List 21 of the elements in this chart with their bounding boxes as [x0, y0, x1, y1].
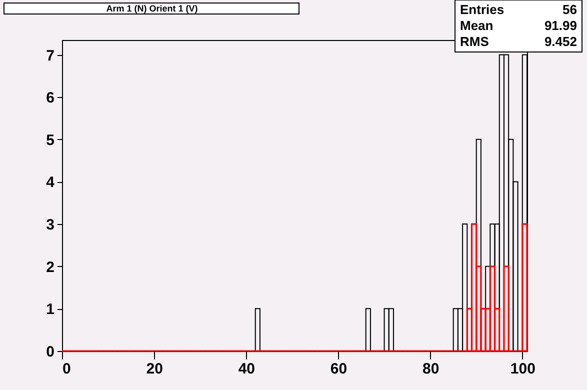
text: Entries: [460, 2, 504, 17]
x-tick-label: 20: [146, 360, 163, 378]
x-tick-label: 100: [510, 360, 536, 378]
y-tick-label: 7: [46, 47, 54, 64]
y-tick-label: 6: [46, 90, 54, 107]
text: 91.99: [544, 18, 577, 33]
annotation: RMS: [460, 34, 490, 49]
x-tick-label: 40: [238, 360, 255, 378]
y-tick-label: 5: [46, 132, 54, 149]
text: 9.452: [544, 34, 577, 49]
y-tick-label: 0: [46, 344, 54, 360]
chart-title: Arm 1 (N) Orient 1 (V): [106, 4, 198, 14]
y-tick-label: 2: [46, 258, 54, 276]
x-tick-label: 80: [422, 360, 440, 378]
y-tick-label: 1: [46, 301, 54, 318]
text: Mean: [460, 18, 494, 33]
x-tick-label: 60: [330, 360, 348, 378]
text: 56: [562, 2, 577, 17]
y-tick-label: 3: [46, 216, 54, 234]
x-tick-label: 0: [62, 360, 71, 378]
y-tick-label: 4: [46, 174, 56, 192]
